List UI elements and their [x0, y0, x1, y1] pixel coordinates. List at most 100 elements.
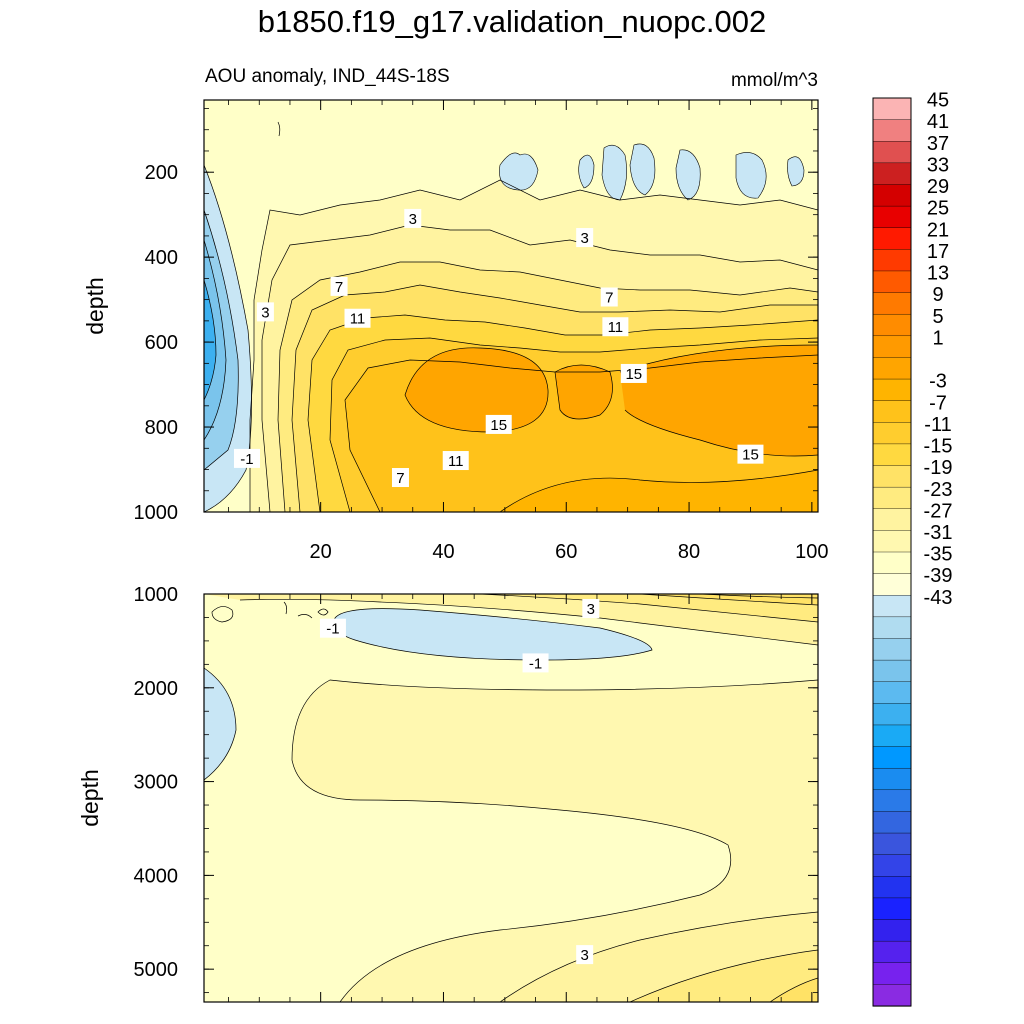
- colorbar-swatch: [872, 789, 912, 813]
- colorbar-swatch: [872, 551, 912, 575]
- svg-text:3: 3: [261, 304, 269, 321]
- colorbar-swatch: [872, 811, 912, 834]
- upper-contour-labels: 3 3 3 7 7 7 11 11 11 15 15 15 -1: [233, 208, 764, 488]
- colorbar-swatch: [872, 249, 912, 272]
- contour-label: 11: [602, 317, 629, 337]
- lower-tongue: [292, 680, 818, 1002]
- contour-label: 11: [442, 451, 469, 471]
- upper-core-west: [405, 347, 549, 432]
- colorbar-label: -35: [924, 544, 953, 566]
- contour-label: 3: [404, 208, 422, 228]
- colorbar-swatch: [872, 659, 912, 683]
- contour-label: 11: [344, 308, 371, 328]
- colorbar-swatch: [872, 854, 912, 877]
- lower-plot-frame: [203, 593, 819, 1003]
- colorbar-swatch: [872, 897, 912, 921]
- colorbar-swatch: [872, 746, 912, 769]
- lower-contour-lines: [204, 594, 818, 1002]
- colorbar-swatch: [872, 335, 912, 359]
- upper-blob-2: [578, 154, 595, 189]
- svg-text:7: 7: [605, 290, 613, 307]
- svg-text:3: 3: [581, 947, 589, 964]
- upper-core-mid: [555, 365, 613, 419]
- colorbar-swatch: [872, 508, 912, 531]
- colorbar-label: -31: [924, 522, 953, 544]
- y-tick-label: 2000: [134, 678, 179, 700]
- colorbar-label: -39: [924, 565, 953, 587]
- colorbar-label: 33: [927, 154, 949, 176]
- svg-text:11: 11: [608, 319, 624, 336]
- colorbar-swatch: [872, 184, 912, 207]
- upper-blob-1: [499, 152, 539, 191]
- colorbar-swatch: [872, 119, 912, 142]
- contour-label: 3: [582, 599, 600, 619]
- svg-text:15: 15: [742, 447, 759, 464]
- colorbar-swatch: [872, 486, 912, 510]
- y-tick-label: 200: [145, 162, 178, 184]
- upper-x-tick-labels: 20 40 60 80 100: [310, 541, 829, 563]
- svg-text:3: 3: [409, 211, 417, 228]
- lower-bottom-band-3: [770, 978, 818, 1002]
- colorbar-label: -19: [924, 457, 953, 479]
- y-tick-label: 1000: [134, 584, 179, 606]
- colorbar-label: -23: [924, 479, 953, 501]
- colorbar-label: -7: [929, 392, 947, 414]
- y-tick-label: 600: [145, 332, 178, 354]
- lower-contour-field: [204, 594, 818, 1002]
- x-tick-label: 40: [432, 541, 454, 563]
- colorbar-swatch: [872, 767, 912, 791]
- y-tick-label: 5000: [134, 959, 179, 981]
- colorbar-swatch: [872, 876, 912, 899]
- lower-y-axis-label: depth: [77, 769, 103, 827]
- svg-text:-1: -1: [326, 621, 339, 638]
- svg-text:-1: -1: [240, 451, 253, 468]
- colorbar-swatch: [872, 724, 912, 748]
- colorbar-swatch: [872, 97, 912, 121]
- colorbar-swatch: [872, 962, 912, 985]
- colorbar-label: -43: [924, 587, 953, 609]
- lower-panel: 1000 2000 3000 4000 5000 3 -1 -1 3 depth: [77, 584, 819, 1003]
- upper-blob-3: [601, 144, 627, 201]
- colorbar-swatch: [872, 984, 912, 1007]
- upper-plot-frame: [203, 99, 819, 513]
- upper-units-label: mmol/m^3: [731, 70, 818, 91]
- upper-contour-lines: [204, 121, 818, 512]
- colorbar-swatch: [872, 832, 912, 856]
- lower-neg-lens: [334, 608, 652, 660]
- y-tick-label: 4000: [134, 865, 179, 887]
- colorbar-label: 1: [932, 327, 943, 349]
- contour-label: 3: [256, 302, 274, 322]
- colorbar-label: 9: [932, 284, 943, 306]
- colorbar-label: 21: [927, 219, 949, 241]
- contour-label: 7: [391, 468, 409, 488]
- contour-label: 3: [576, 945, 594, 965]
- y-tick-label: 800: [145, 417, 178, 439]
- upper-variable-label: AOU anomaly, IND_44S-18S: [205, 66, 450, 87]
- colorbar-swatch: [872, 141, 912, 164]
- colorbar-label: 5: [932, 306, 943, 328]
- lower-contour-labels: 3 -1 -1 3: [319, 599, 600, 965]
- x-tick-label: 100: [795, 541, 828, 563]
- colorbar-label: 29: [927, 176, 949, 198]
- svg-text:15: 15: [625, 366, 642, 383]
- svg-text:7: 7: [396, 470, 404, 487]
- svg-text:-1: -1: [529, 655, 542, 672]
- colorbar-swatch: [872, 378, 912, 402]
- colorbar-swatch: [872, 227, 912, 250]
- upper-blob-4: [629, 143, 656, 196]
- upper-y-tick-labels: 200 400 600 800 1000: [134, 162, 179, 524]
- x-tick-label: 60: [555, 541, 577, 563]
- colorbar-swatch: [872, 465, 912, 488]
- upper-neg-core: [204, 280, 216, 400]
- colorbar-label: -3: [929, 371, 947, 393]
- svg-text:3: 3: [581, 230, 589, 247]
- colorbar-swatch: [872, 357, 912, 380]
- upper-blob-5: [675, 149, 701, 201]
- contour-label: -1: [522, 653, 549, 673]
- colorbar-swatch: [872, 270, 912, 294]
- svg-text:15: 15: [490, 417, 507, 434]
- upper-blob-7: [787, 156, 805, 187]
- lower-axis-ticks: [204, 593, 818, 1002]
- colorbar-label: 17: [927, 241, 949, 263]
- colorbar-swatch: [872, 205, 912, 229]
